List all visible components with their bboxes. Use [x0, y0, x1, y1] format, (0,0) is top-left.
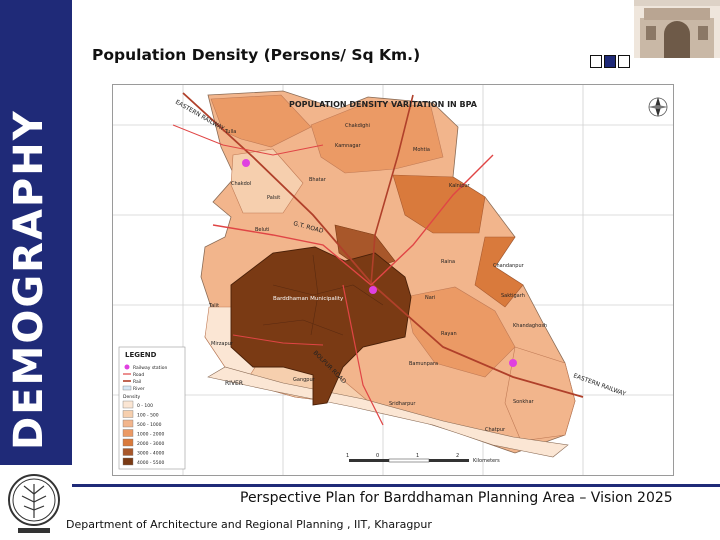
heritage-building-image: [634, 0, 720, 58]
legend-river-icon: [122, 385, 132, 391]
density-zone: [310, 100, 444, 174]
road-line: [172, 124, 324, 156]
footer-rule: [72, 484, 720, 487]
legend-density-swatch: [122, 400, 134, 409]
legend-item: River: [133, 386, 145, 392]
legend-density-label: 2000 - 3000: [137, 441, 165, 447]
place-label: Palsit: [267, 195, 280, 201]
map-title: POPULATION DENSITY VARITATION IN BPA: [289, 100, 478, 109]
municipality-zone: [230, 246, 412, 406]
iit-kharagpur-logo-icon: [8, 474, 60, 533]
place-label: Mirzapur: [211, 341, 234, 347]
place-label: Khandaghosh: [513, 323, 547, 329]
density-map: POPULATION DENSITY VARITATION IN BPA EAS…: [112, 84, 674, 476]
legend-density-label: 3000 - 4000: [137, 451, 165, 457]
nav-box-icon[interactable]: [590, 55, 602, 68]
road-line: [212, 154, 494, 286]
place-label: Kamnagar: [335, 143, 362, 149]
place-label: Raina: [441, 259, 455, 265]
road-line: [342, 284, 384, 426]
place-label: Saktigarh: [501, 293, 525, 299]
slide-title: Population Density (Persons/ Sq Km.): [92, 46, 421, 64]
municipality-label: Barddhaman Municipality: [273, 296, 344, 302]
scale-tick: 1: [416, 453, 419, 459]
legend-density-heading: Density: [123, 394, 140, 400]
place-label: Bhatar: [309, 177, 327, 183]
place-label: Mohtia: [413, 147, 430, 153]
place-label: Gangpur: [293, 377, 316, 383]
place-labels: Tulla Kamnagar Mohtia Chakdighi Chakdol …: [208, 123, 547, 433]
river-label: RIVER: [225, 380, 243, 387]
scale-tick: 1: [346, 453, 349, 459]
legend-density-label: 100 - 500: [137, 413, 159, 419]
footer-title: Perspective Plan for Barddhaman Planning…: [240, 490, 673, 506]
map-legend: LEGEND Railway station Road Rail River D…: [118, 346, 186, 470]
place-label: Chatpur: [485, 427, 506, 433]
scale-unit: Kilometers: [473, 458, 500, 464]
legend-density-swatch: [122, 410, 134, 418]
density-zone: [392, 174, 486, 234]
place-label: Beluti: [255, 227, 269, 233]
legend-density-label: 0 - 100: [137, 403, 153, 409]
legend-item: Rail: [133, 379, 141, 385]
footer-department: Department of Architecture and Regional …: [66, 518, 432, 531]
legend-heading: LEGEND: [125, 351, 157, 359]
legend-density-classes: 0 - 100 100 - 500 500 - 1000 1000 - 2000 200…: [122, 400, 165, 466]
density-zone: [210, 94, 312, 148]
railway-station-marker: [369, 286, 377, 294]
road-line: [232, 334, 324, 346]
place-label: Chakdighi: [345, 123, 370, 129]
density-zone: [404, 286, 516, 378]
railway-station-marker: [242, 159, 250, 167]
legend-density-label: 500 - 1000: [137, 422, 162, 428]
density-zone: [504, 346, 576, 442]
place-label: Bamunpara: [409, 361, 438, 367]
place-label: Chandanpur: [493, 263, 525, 269]
legend-station-icon: [124, 364, 130, 370]
nav-box-active-icon[interactable]: [604, 55, 616, 68]
legend-density-swatch: [122, 448, 134, 456]
place-label: Kalnipur: [449, 183, 471, 189]
nav-box-icon[interactable]: [618, 55, 630, 68]
density-map-svg: POPULATION DENSITY VARITATION IN BPA EAS…: [113, 85, 673, 475]
legend-density-swatch: [122, 438, 134, 447]
legend-density-label: 1000 - 2000: [137, 432, 165, 438]
density-zone: [474, 236, 524, 308]
legend-density-swatch: [122, 419, 134, 428]
place-label: Nari: [425, 295, 435, 301]
place-label: Tulla: [224, 129, 236, 135]
north-arrow-icon: [648, 97, 668, 117]
vertical-title: DEMOGRAPHY: [6, 109, 52, 450]
sidebar-band: [0, 0, 72, 465]
place-label: Talit: [208, 303, 219, 309]
railway-station-marker: [509, 359, 517, 367]
railway-line: [370, 94, 414, 286]
railway-line: [182, 92, 584, 398]
scale-tick: 2: [456, 453, 459, 459]
place-label: Chakdol: [231, 181, 251, 187]
place-label: Sonkhar: [513, 399, 535, 405]
place-label: Rayan: [441, 331, 457, 337]
legend-density-swatch: [122, 457, 134, 466]
eastern-railway-label: EASTERN RAILWAY: [572, 372, 627, 398]
legend-item: Railway station: [133, 365, 167, 371]
river: [207, 366, 569, 458]
legend-density-swatch: [122, 429, 134, 437]
transport-network: [172, 92, 584, 426]
municipality-wards: [262, 254, 384, 336]
place-label: Sridharpur: [389, 401, 416, 407]
scale-tick: 0: [376, 453, 379, 459]
legend-density-label: 4000 - 5500: [137, 460, 165, 466]
legend-item: Road: [133, 372, 144, 378]
scale-bar: 1 0 1 2 Kilometers: [346, 453, 500, 464]
